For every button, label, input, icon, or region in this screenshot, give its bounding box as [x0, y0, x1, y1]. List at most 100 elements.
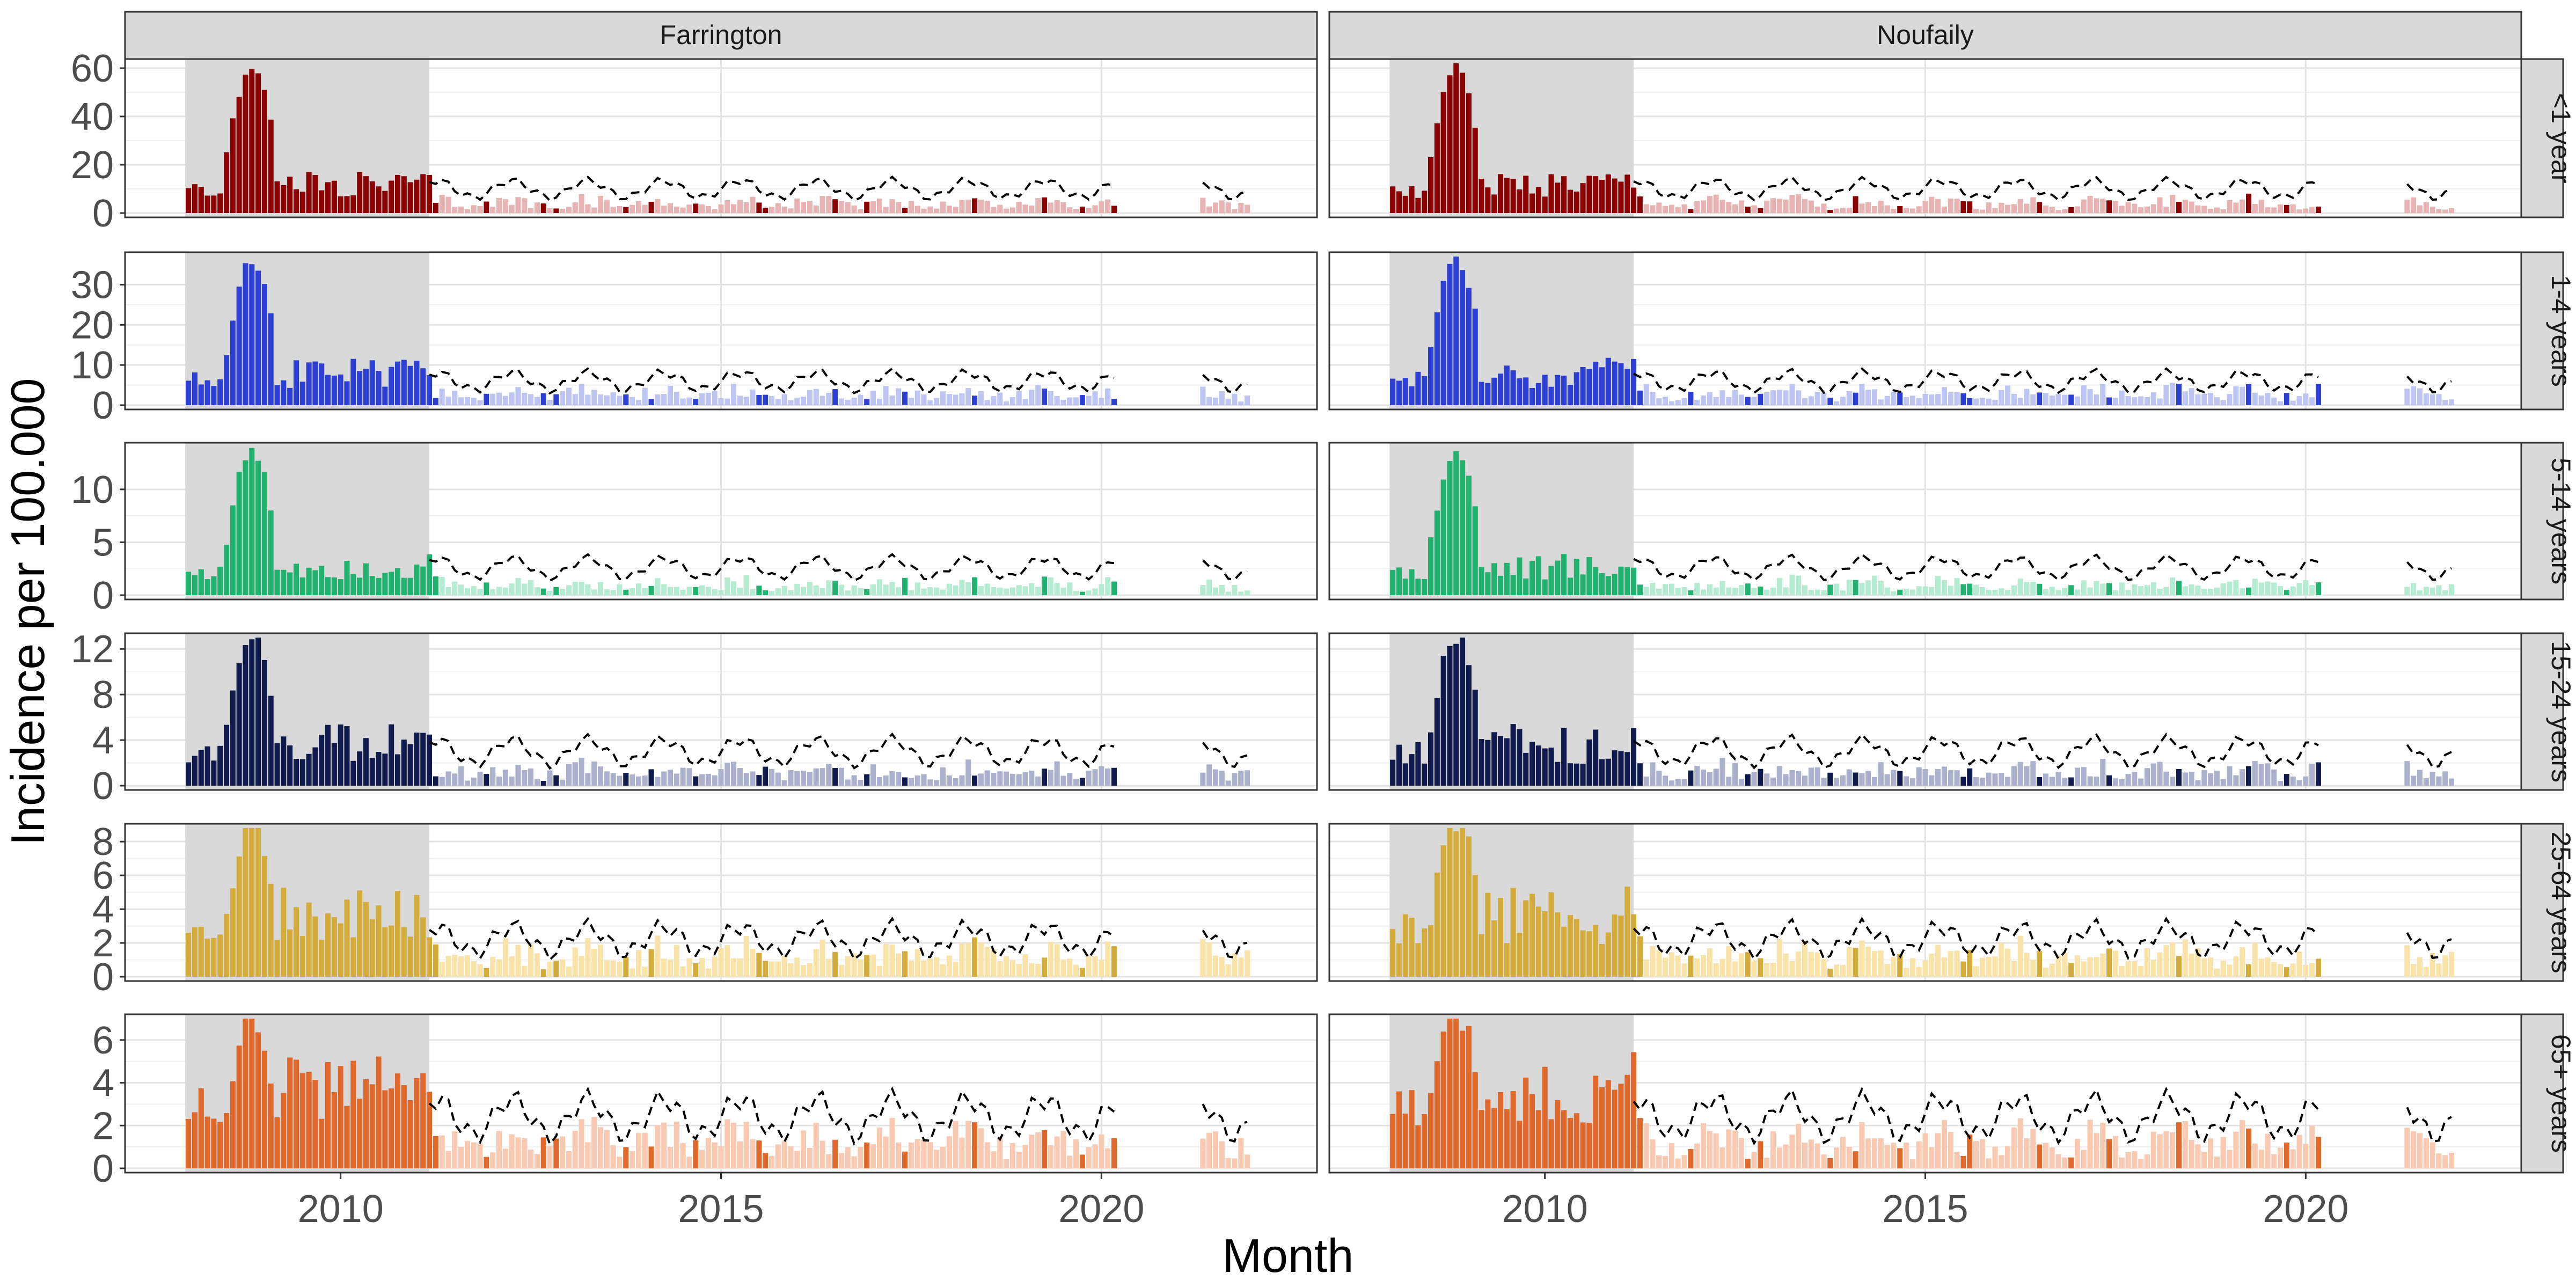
- data-bar: [914, 390, 920, 405]
- data-bar: [1967, 583, 1973, 595]
- data-bar: [674, 391, 679, 405]
- data-bar: [585, 773, 591, 786]
- data-bar: [1713, 194, 1719, 213]
- data-bar: [198, 187, 204, 213]
- data-bar: [198, 927, 204, 977]
- data-bar: [2062, 1157, 2068, 1168]
- data-bar: [1865, 771, 1871, 786]
- data-bar: [528, 768, 534, 786]
- data-bar: [1878, 1138, 1884, 1168]
- data-bar: [661, 206, 667, 213]
- data-bar: [2417, 957, 2423, 977]
- data-bar: [1200, 386, 1206, 405]
- data-bar: [845, 1147, 851, 1168]
- data-bar: [1624, 567, 1630, 595]
- data-bar: [1485, 892, 1491, 977]
- data-bar: [1967, 950, 1973, 977]
- data-bar: [2271, 962, 2277, 977]
- x-tick-label: 2010: [1502, 1188, 1588, 1231]
- data-bar: [1916, 586, 1922, 595]
- data-bar: [357, 890, 363, 977]
- data-bar: [1605, 758, 1611, 786]
- data-bar: [940, 767, 946, 786]
- data-bar: [2240, 199, 2245, 213]
- data-bar: [1789, 384, 1795, 405]
- data-bar: [1948, 198, 1953, 213]
- data-bar: [686, 768, 692, 786]
- data-bar: [781, 586, 787, 595]
- panels-layer: Farrington020406001020300510048120246802…: [71, 11, 2576, 1231]
- data-bar: [1504, 365, 1510, 405]
- data-bar: [338, 579, 343, 595]
- data-bar: [1668, 204, 1674, 213]
- data-bar: [1745, 952, 1751, 977]
- data-bar: [2271, 397, 2277, 405]
- data-bar: [1859, 384, 1865, 405]
- data-bar: [2075, 396, 2081, 405]
- data-bar: [2449, 584, 2455, 595]
- data-bar: [1402, 579, 1408, 595]
- data-bar: [642, 387, 648, 405]
- data-bar: [788, 770, 794, 786]
- data-bar: [661, 771, 667, 786]
- x-axis-title: Month: [1223, 1229, 1354, 1282]
- data-bar: [1086, 590, 1092, 595]
- data-bar: [953, 778, 958, 786]
- data-bar: [635, 583, 641, 595]
- data-bar: [1099, 1134, 1104, 1168]
- data-bar: [756, 586, 762, 595]
- data-bar: [1732, 588, 1738, 595]
- data-bar: [610, 207, 616, 213]
- data-bar: [604, 200, 610, 213]
- data-bar: [1402, 195, 1408, 213]
- data-bar: [934, 780, 940, 786]
- data-bar: [490, 589, 496, 595]
- data-bar: [953, 207, 958, 213]
- data-bar: [781, 956, 787, 977]
- data-bar: [1212, 769, 1218, 786]
- data-bar: [2170, 383, 2176, 405]
- data-bar: [1390, 186, 1396, 213]
- data-bar: [566, 585, 572, 595]
- data-bar: [1485, 740, 1491, 786]
- data-bar: [382, 753, 388, 786]
- data-bar: [394, 568, 401, 595]
- data-bar: [2024, 1138, 2030, 1168]
- data-bar: [896, 1142, 902, 1168]
- data-bar: [299, 759, 305, 786]
- data-bar: [978, 942, 984, 977]
- data-bar: [1453, 63, 1459, 213]
- data-bar: [2201, 206, 2207, 213]
- data-bar: [496, 777, 502, 786]
- data-bar: [1073, 1139, 1079, 1168]
- data-bar: [585, 204, 591, 213]
- data-bar: [648, 586, 654, 595]
- data-bar: [420, 733, 426, 786]
- data-bar: [2049, 587, 2055, 595]
- data-bar: [553, 960, 559, 977]
- x-tick-label: 2015: [1882, 1188, 1968, 1231]
- data-bar: [2049, 207, 2055, 213]
- data-bar: [274, 1117, 280, 1168]
- data-bar: [1650, 946, 1656, 977]
- data-bar: [1535, 383, 1541, 405]
- data-bar: [414, 895, 420, 977]
- data-bar: [934, 208, 940, 213]
- data-bar: [1434, 1061, 1440, 1168]
- data-bar: [712, 589, 718, 595]
- data-bar: [927, 779, 933, 786]
- threshold-line: [429, 175, 1248, 202]
- data-bar: [1929, 1147, 1935, 1168]
- data-bar: [186, 762, 192, 786]
- data-bar: [2233, 956, 2239, 977]
- data-bar: [991, 772, 997, 786]
- data-bar: [1700, 1123, 1707, 1168]
- data-bar: [851, 1156, 857, 1168]
- data-bar: [921, 208, 927, 213]
- data-bar: [1535, 1110, 1541, 1168]
- data-bar: [1206, 1132, 1212, 1168]
- data-bar: [2087, 389, 2093, 405]
- data-bar: [1009, 397, 1015, 405]
- data-bar: [1719, 1147, 1725, 1168]
- data-bar: [1935, 1133, 1941, 1168]
